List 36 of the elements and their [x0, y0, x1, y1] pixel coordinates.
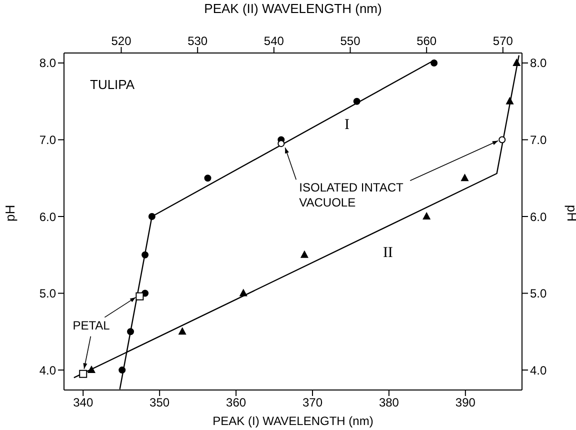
x-tick-label: 370	[302, 396, 323, 410]
x2-tick-label: 520	[111, 34, 132, 48]
annotation: TULIPA	[90, 77, 135, 92]
x-tick-label: 390	[455, 396, 476, 410]
y-tick-label: 7.0	[39, 133, 56, 148]
y-tick-label: 4.0	[39, 363, 56, 378]
y2-tick-label: 8.0	[530, 56, 548, 70]
y2-axis-title: pH	[564, 204, 576, 222]
x2-tick-label: 540	[264, 34, 284, 48]
annotation: PETAL	[72, 318, 110, 332]
y2-tick-label: 7.0	[530, 133, 548, 148]
point	[278, 140, 285, 148]
point	[498, 136, 506, 144]
x2-axis-title: PEAK (II) WAVELENGTH (nm)	[204, 1, 382, 16]
x-tick-label: 340	[73, 396, 94, 410]
point	[204, 174, 212, 182]
x-axis-title: PEAK (I) WAVELENGTH (nm)	[212, 414, 374, 428]
y2-tick-label: 4.0	[530, 363, 548, 378]
point	[136, 292, 144, 300]
series-label: II	[382, 244, 393, 261]
point	[79, 370, 88, 378]
x2-tick-label: 530	[188, 34, 208, 48]
x-tick-label: 380	[378, 396, 400, 410]
x2-tick-label: 560	[416, 34, 437, 48]
y-tick-label: 8.0	[39, 56, 56, 70]
x-tick-label: 350	[150, 396, 170, 410]
y-axis-title: pH	[2, 204, 18, 222]
x-tick-label: 360	[226, 396, 246, 410]
y-tick-label: 5.0	[39, 286, 56, 301]
text: ISOLATED INTACT VACUOLE	[299, 180, 404, 210]
x2-tick-label: 570	[492, 34, 514, 48]
y2-tick-label: 5.0	[530, 286, 548, 301]
y2-tick-label: 6.0	[530, 210, 548, 224]
series-label: I	[344, 116, 350, 133]
x2-tick-label: 550	[340, 34, 361, 48]
y-tick-label: 6.0	[39, 210, 56, 224]
